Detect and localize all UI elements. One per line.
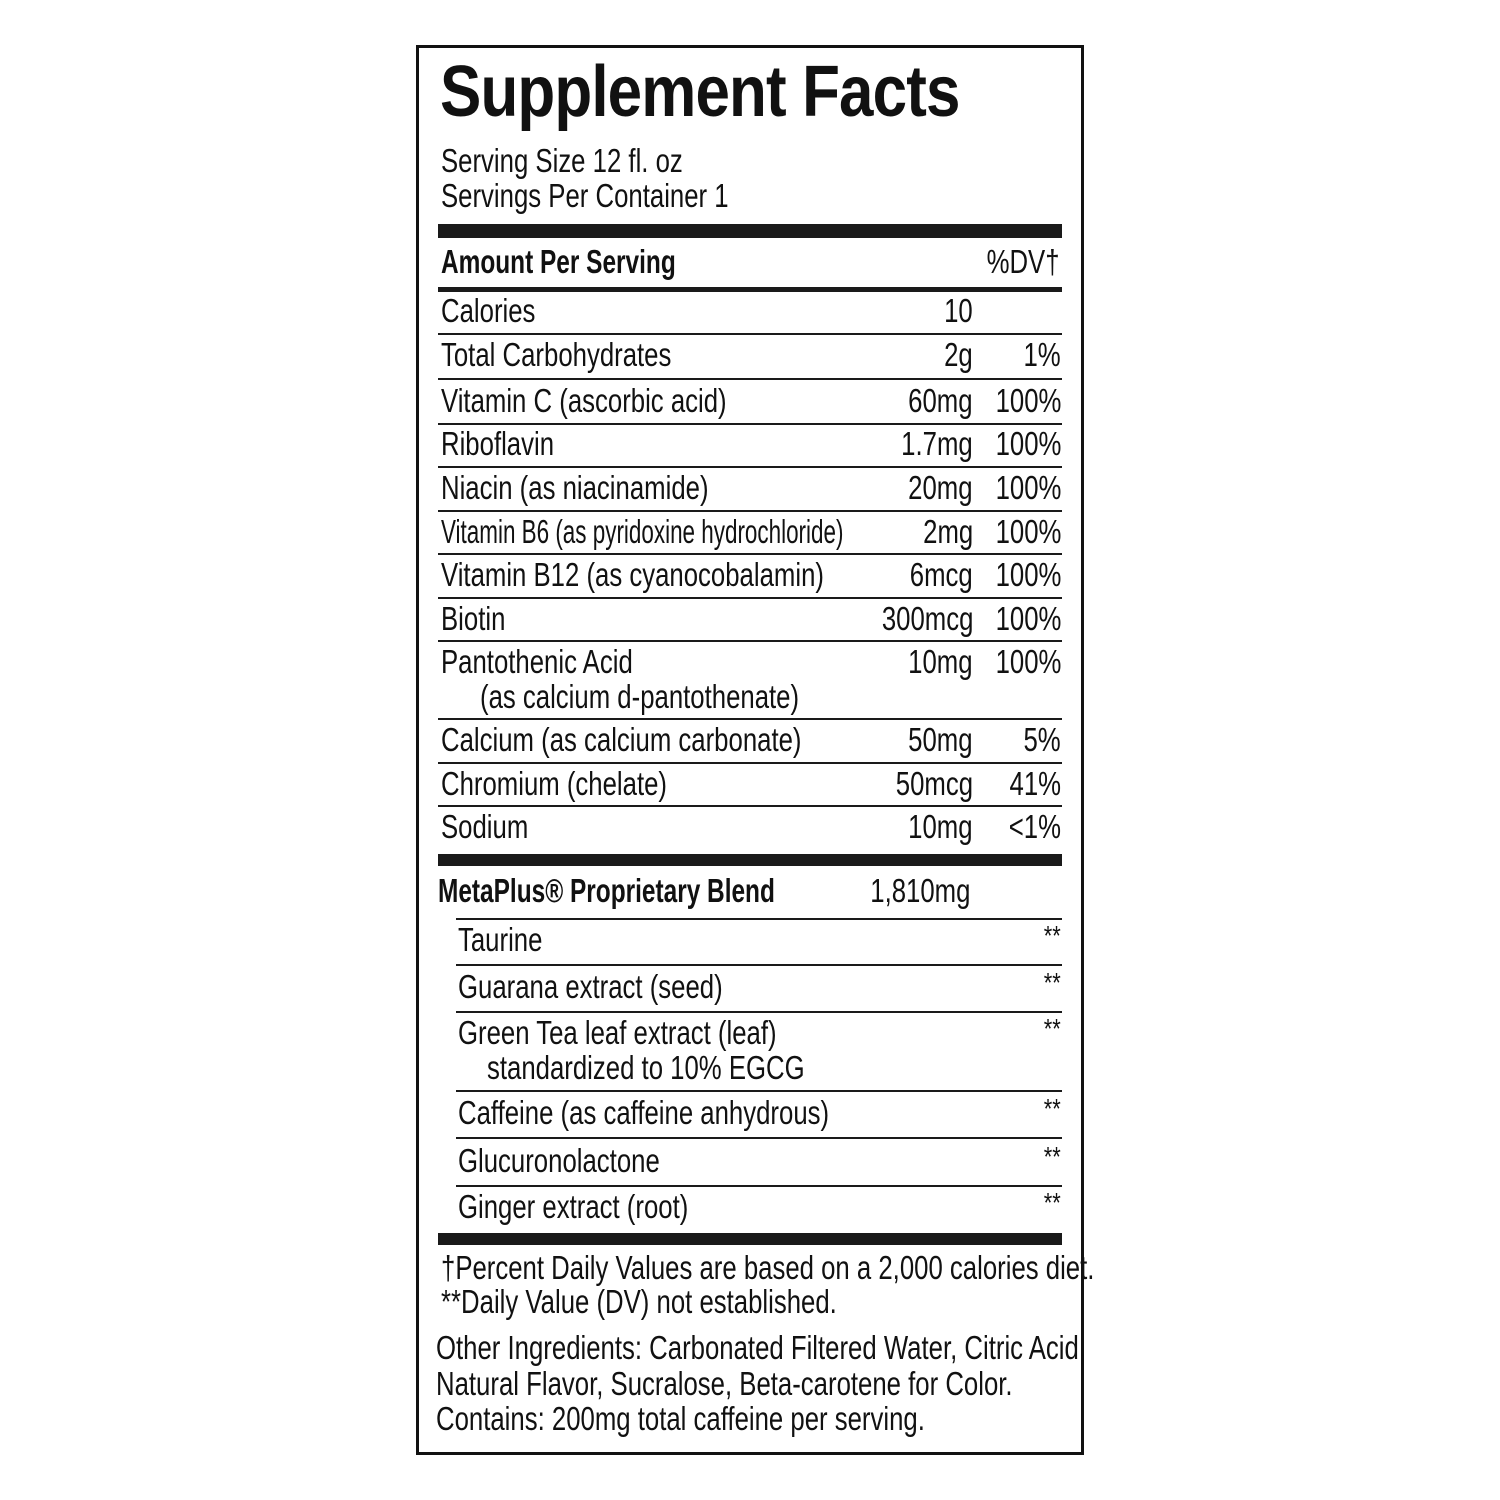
nutrient-amount: 1.7mg: [901, 424, 973, 462]
row-divider: [438, 378, 1062, 380]
nutrient-name: Calcium (as calcium carbonate): [441, 720, 802, 758]
nutrient-dv: 100%: [995, 468, 1061, 506]
blend-ingredient-name: Guarana extract (seed): [458, 967, 723, 1005]
nutrient-amount: 10mg: [908, 642, 973, 680]
blend-ingredient-dv: **: [1043, 1186, 1061, 1218]
row-divider: [438, 510, 1062, 512]
nutrient-dv: <1%: [1008, 807, 1061, 845]
other-ingredients-line: Contains: 200mg total caffeine per servi…: [436, 1399, 925, 1437]
nutrient-name: Vitamin B12 (as cyanocobalamin): [441, 555, 824, 593]
row-divider: [456, 1137, 1062, 1139]
nutrient-dv: 41%: [1009, 764, 1061, 802]
other-ingredients-line: Other Ingredients: Carbonated Filtered W…: [436, 1328, 1086, 1366]
row-divider: [438, 597, 1062, 599]
footnote-not-established: **Daily Value (DV) not established.: [441, 1282, 837, 1320]
nutrient-amount: 50mg: [908, 720, 973, 758]
nutrient-name: Biotin: [441, 599, 506, 637]
blend-ingredient-dv: **: [1043, 919, 1061, 951]
row-divider: [456, 918, 1062, 920]
blend-ingredient-dv: **: [1043, 1012, 1061, 1044]
row-divider: [438, 466, 1062, 468]
nutrient-amount: 20mg: [908, 468, 973, 506]
nutrient-sub: (as calcium d-pantothenate): [480, 677, 800, 715]
blend-ingredient-dv: **: [1043, 966, 1061, 998]
nutrient-amount: 2g: [944, 335, 973, 373]
supplement-facts-panel: [416, 45, 1084, 1455]
blend-ingredient-name: Green Tea leaf extract (leaf): [458, 1013, 777, 1051]
row-divider: [456, 1090, 1062, 1092]
nutrient-name: Vitamin B6 (as pyridoxine hydrochloride): [441, 512, 844, 550]
nutrient-amount: 300mcg: [881, 599, 973, 637]
nutrient-amount: 10: [944, 291, 973, 329]
row-divider: [438, 762, 1062, 764]
nutrient-dv: 100%: [995, 424, 1061, 462]
nutrient-dv: 100%: [995, 381, 1061, 419]
row-divider: [438, 718, 1062, 720]
row-divider: [456, 964, 1062, 966]
row-divider: [438, 423, 1062, 425]
nutrient-dv: 100%: [995, 555, 1061, 593]
row-divider: [438, 333, 1062, 335]
serving-size: Serving Size 12 fl. oz: [441, 141, 683, 179]
nutrient-dv: 100%: [995, 512, 1061, 550]
medium-divider: [438, 287, 1062, 292]
thick-divider: [438, 854, 1062, 866]
row-divider: [438, 805, 1062, 807]
nutrient-name: Niacin (as niacinamide): [441, 468, 709, 506]
blend-ingredient-name: Ginger extract (root): [458, 1187, 689, 1225]
row-divider: [438, 553, 1062, 555]
blend-ingredient-dv: **: [1043, 1092, 1061, 1124]
footnote-dv: †Percent Daily Values are based on a 2,0…: [441, 1248, 1095, 1286]
nutrient-name: Pantothenic Acid: [441, 642, 633, 680]
nutrient-amount: 50mcg: [895, 764, 973, 802]
nutrient-name: Riboflavin: [441, 424, 555, 462]
blend-ingredient-name: Glucuronolactone: [458, 1141, 660, 1179]
nutrient-name: Sodium: [441, 807, 529, 845]
nutrient-name: Total Carbohydrates: [441, 335, 672, 373]
amount-per-serving-heading: Amount Per Serving: [441, 242, 676, 280]
nutrient-amount: 10mg: [908, 807, 973, 845]
nutrient-name: Calories: [441, 291, 536, 329]
servings-per-container: Servings Per Container 1: [441, 176, 729, 214]
nutrient-amount: 2mg: [922, 512, 973, 550]
other-ingredients-line: Natural Flavor, Sucralose, Beta-carotene…: [436, 1364, 1013, 1402]
blend-amount: 1,810mg: [869, 871, 970, 909]
nutrient-dv: 5%: [1023, 720, 1061, 758]
blend-ingredient-dv: **: [1043, 1140, 1061, 1172]
blend-ingredient-sub: standardized to 10% EGCG: [487, 1048, 805, 1086]
row-divider: [456, 1185, 1062, 1187]
row-divider: [456, 1011, 1062, 1013]
nutrient-amount: 6mcg: [910, 555, 973, 593]
thick-divider: [438, 1233, 1062, 1245]
nutrient-name: Chromium (chelate): [441, 764, 668, 802]
nutrient-dv: 100%: [995, 599, 1061, 637]
blend-ingredient-name: Caffeine (as caffeine anhydrous): [458, 1093, 830, 1131]
nutrient-dv: 1%: [1023, 335, 1061, 373]
row-divider: [438, 640, 1062, 642]
nutrient-dv: 100%: [995, 642, 1061, 680]
blend-ingredient-name: Taurine: [458, 920, 543, 958]
blend-name: MetaPlus® Proprietary Blend: [438, 871, 775, 909]
nutrient-name: Vitamin C (ascorbic acid): [441, 381, 727, 419]
title: Supplement Facts: [440, 52, 960, 133]
nutrient-amount: 60mg: [908, 381, 973, 419]
thick-divider: [438, 224, 1062, 238]
dv-heading: %DV†: [987, 242, 1060, 280]
